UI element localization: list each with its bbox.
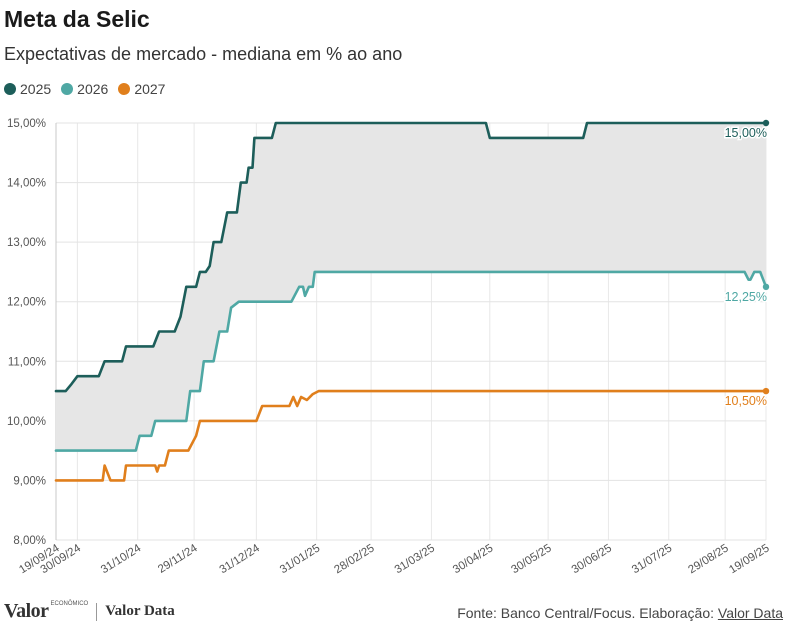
series-line-2026	[54, 270, 768, 452]
source-link[interactable]: Valor Data	[717, 605, 783, 621]
y-tick-label-1: 9,00%	[13, 475, 46, 487]
x-tick-label-4: 31/12/24	[218, 542, 263, 576]
series-line-2025	[54, 121, 768, 393]
series-line-2027	[54, 389, 768, 482]
legend-marker-2025	[4, 83, 16, 95]
end-label-2025: 15,00%	[725, 126, 767, 140]
x-tick-label-5: 31/01/25	[278, 542, 322, 576]
valor-data-logo: Valor Data	[105, 603, 175, 619]
legend-item-2025[interactable]: 2025	[4, 81, 51, 97]
x-tick-label-3: 29/11/24	[156, 542, 200, 576]
chart-legend: 2025 2026 2027	[4, 81, 165, 97]
y-tick-label-6: 14,00%	[7, 178, 46, 190]
y-tick-label-4: 12,00%	[7, 297, 46, 309]
x-tick-label-2: 31/10/24	[99, 542, 144, 576]
footer-logo: Valor ECONÔMICO Valor Data	[4, 600, 175, 623]
legend-label-2027: 2027	[134, 81, 166, 97]
x-tick-label-7: 31/03/25	[393, 542, 437, 576]
end-label-2027: 10,50%	[725, 394, 767, 408]
source-note: Fonte: Banco Central/Focus. Elaboração: …	[457, 605, 783, 621]
chart-title: Meta da Selic	[4, 6, 150, 32]
y-tick-label-2: 10,00%	[7, 416, 46, 428]
y-tick-label-0: 8,00%	[13, 535, 46, 547]
y-tick-label-7: 15,00%	[7, 118, 46, 130]
x-tick-label-9: 30/05/25	[509, 542, 553, 576]
legend-marker-2026	[61, 83, 74, 95]
end-point-2027	[762, 387, 770, 395]
x-tick-label-10: 30/06/25	[570, 542, 614, 576]
y-tick-label-5: 13,00%	[7, 237, 46, 249]
source-text: Fonte: Banco Central/Focus. Elaboração:	[457, 605, 718, 621]
x-tick-label-6: 28/02/25	[332, 542, 376, 576]
end-point-2025	[762, 119, 770, 127]
valor-logo-small: ECONÔMICO	[50, 600, 89, 607]
end-point-2026	[762, 283, 770, 291]
logo-divider	[96, 602, 98, 621]
chart-subtitle: Expectativas de mercado - mediana em % a…	[4, 44, 403, 64]
shaded-band-2025-2026	[56, 123, 766, 451]
legend-label-2026: 2026	[77, 81, 109, 97]
legend-label-2025: 2025	[20, 81, 52, 97]
x-tick-label-8: 30/04/25	[451, 542, 495, 576]
valor-logo: Valor	[4, 600, 49, 622]
x-tick-label-13: 19/09/25	[727, 542, 771, 576]
legend-item-2026[interactable]: 2026	[61, 81, 108, 97]
end-label-2026: 12,25%	[725, 290, 767, 304]
x-tick-label-12: 29/08/25	[686, 542, 730, 576]
legend-marker-2027	[118, 83, 131, 95]
x-tick-label-11: 31/07/25	[630, 542, 674, 576]
legend-item-2027[interactable]: 2027	[118, 81, 165, 97]
y-tick-label-3: 11,00%	[8, 356, 46, 368]
